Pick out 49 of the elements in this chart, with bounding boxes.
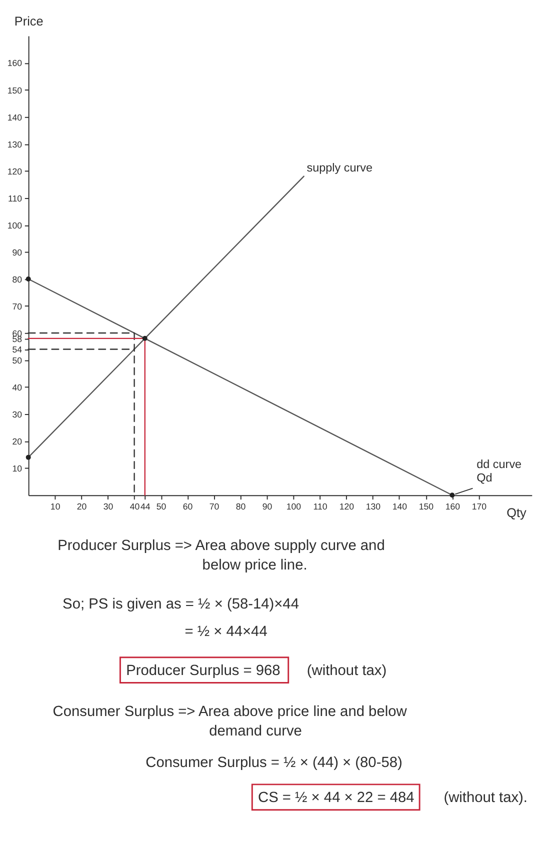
y-tick-label: 100 — [7, 220, 22, 230]
x-tick-label: 44 — [140, 501, 150, 512]
text: below price line. — [202, 557, 308, 574]
x-tick-label: 160 — [445, 501, 460, 512]
x-tick-label: 110 — [313, 501, 328, 512]
text: Producer Surplus => Area above supply curve and — [58, 538, 385, 554]
y-tick-label: 150 — [7, 85, 22, 96]
x-tick-label: 50 — [156, 501, 166, 512]
text: So; PS is given as = ½ × (58-14)×44 — [62, 596, 299, 613]
x-tick-label: 10 — [50, 501, 60, 512]
text: Producer Surplus = 968 — [126, 662, 280, 679]
x-tick-label: 170 — [472, 501, 487, 512]
y-tick-label: 160 — [7, 58, 22, 68]
x-tick-label: 130 — [366, 501, 381, 512]
y-tick-label: 130 — [7, 139, 22, 150]
x-tick-label: 100 — [286, 501, 302, 512]
text: (without tax). — [444, 790, 528, 806]
x-tick-label: 20 — [76, 501, 87, 512]
y-axis-title: Price — [14, 14, 44, 29]
x-axis-title: Qty — [506, 506, 528, 520]
y-tick-label: 10 — [12, 464, 22, 474]
annotation: supply curve — [306, 161, 373, 174]
x-tick-label: 90 — [262, 501, 272, 512]
y-tick-label: 30 — [12, 410, 22, 420]
x-tick-label: 120 — [339, 501, 354, 512]
annotation: dd curve Qd — [476, 458, 522, 484]
y-tick-label: 120 — [7, 166, 22, 176]
y-tick-label: 54 — [12, 344, 22, 355]
x-tick-label: 70 — [209, 501, 220, 512]
x-tick-label: 40 — [130, 501, 140, 512]
text: = ½ × 44×44 — [184, 624, 268, 640]
x-tick-label: 140 — [392, 501, 408, 512]
text: demand curve — [209, 724, 302, 740]
y-tick-label: 20 — [12, 436, 22, 447]
y-tick-label: 70 — [12, 301, 22, 312]
text: Consumer Surplus => Area above price line and below — [52, 704, 408, 720]
y-tick-label: 40 — [12, 382, 22, 392]
x-tick-label: 30 — [103, 501, 114, 512]
y-tick-label: 110 — [8, 193, 22, 204]
y-tick-label: 50 — [12, 355, 22, 366]
x-tick-label: 150 — [418, 501, 434, 512]
text: CS = ½ × 44 × 22 = 484 — [258, 790, 414, 806]
text: Consumer Surplus = ½ × (44) × (80-58) — [146, 754, 402, 771]
y-tick-label: 80 — [12, 274, 22, 284]
x-tick-label: 80 — [236, 501, 246, 512]
y-tick-label: 140 — [7, 112, 22, 122]
x-tick-label: 60 — [182, 501, 193, 512]
y-tick-label: 90 — [12, 247, 22, 258]
text: (without tax) — [306, 662, 387, 679]
